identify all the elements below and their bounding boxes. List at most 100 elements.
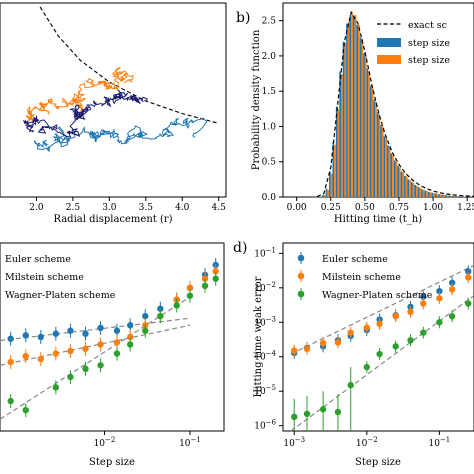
- panel-d: d) 10−3 10−2 10−110−610−510−410−310−210−1 …: [233, 240, 474, 468]
- histogram-bar: [349, 14, 352, 197]
- legend-c-wagner: Wagner-Platen scheme: [5, 290, 116, 301]
- histogram-bar: [397, 165, 399, 197]
- panel-a-xtick-label: 3.0: [102, 203, 117, 213]
- panel-b-ytick-label: 2.0: [262, 52, 277, 62]
- panel-d-label: d): [233, 240, 247, 256]
- histogram-bar: [364, 55, 367, 197]
- histogram-bar: [373, 99, 376, 197]
- data-point: [82, 330, 89, 337]
- histogram-bar: [438, 194, 440, 197]
- panel-c-xtick-label: 10−2: [94, 436, 116, 449]
- histogram-bar: [369, 85, 372, 197]
- data-point: [82, 365, 89, 373]
- histogram-bar: [390, 153, 393, 197]
- histogram-bar: [359, 37, 362, 197]
- data-point: [97, 362, 104, 369]
- data-point: [113, 350, 121, 357]
- panel-b-ylabel: Probability density function: [251, 29, 262, 170]
- data-point: [37, 355, 44, 363]
- data-point: [82, 345, 89, 352]
- histogram-bar: [334, 144, 336, 197]
- data-point: [186, 284, 194, 292]
- legend-exact-label: exact sc: [408, 20, 447, 31]
- histogram-bar: [354, 14, 357, 197]
- panel-b-label: b): [236, 10, 250, 26]
- histogram-bar: [414, 185, 417, 197]
- data-point: [7, 397, 14, 405]
- panel-b-xlabel: Hitting time (t_h): [334, 214, 422, 225]
- legend-d-euler: Euler scheme: [322, 254, 388, 265]
- data-point: [303, 345, 311, 353]
- histogram-bar: [417, 187, 420, 197]
- data-point: [465, 268, 472, 275]
- data-point: [465, 274, 472, 281]
- data-point: [347, 329, 354, 336]
- boundary-curve: [39, 6, 219, 124]
- panel-b-ytick-label: 0.5: [262, 158, 277, 168]
- histogram-bar: [325, 188, 328, 197]
- histogram-bar: [429, 192, 432, 197]
- panel-d-ytick-label: 10−4: [254, 350, 276, 363]
- legend-step-orange-swatch: [377, 55, 401, 64]
- legend-step-blue-label: step size: [408, 38, 450, 49]
- panel-c: 10−2 10−1 Euler scheme Milstein scheme Wa…: [0, 242, 225, 468]
- histogram-bar: [453, 196, 456, 197]
- histogram-bar: [329, 171, 331, 197]
- data-point: [113, 339, 121, 346]
- data-point: [212, 268, 219, 275]
- data-point: [173, 302, 180, 309]
- data-point: [448, 313, 456, 320]
- histogram-bar: [337, 109, 340, 197]
- data-point: [436, 319, 443, 326]
- histogram-bar: [323, 195, 326, 197]
- data-point: [67, 373, 74, 381]
- histogram-bar: [351, 12, 353, 198]
- data-point: [22, 352, 29, 360]
- panel-b-xtick-label: 0.25: [321, 203, 341, 213]
- data-point: [407, 337, 414, 344]
- data-point: [392, 313, 399, 320]
- random-walk-path: [25, 67, 134, 123]
- histogram-bar: [340, 74, 343, 197]
- data-point: [67, 347, 74, 355]
- panel-d-xtick-label: 10−1: [428, 436, 450, 449]
- data-point: [363, 363, 371, 371]
- data-point: [186, 292, 194, 299]
- histogram-bar: [380, 125, 382, 197]
- histogram-bar: [402, 172, 405, 197]
- data-point: [212, 275, 219, 282]
- data-point: [448, 286, 456, 293]
- data-point: [407, 308, 414, 316]
- histogram-bar: [339, 71, 341, 197]
- histogram-bar: [388, 146, 391, 197]
- histogram-bar: [378, 114, 381, 197]
- panel-d-frame: [282, 242, 474, 432]
- data-point: [52, 384, 60, 391]
- histogram-bar: [358, 24, 360, 198]
- histogram-bar: [434, 193, 437, 197]
- random-walk-path: [33, 117, 208, 152]
- data-point: [157, 305, 164, 312]
- legend-d-wagner: Wagner-Platen scheme: [322, 290, 433, 301]
- histogram-bar: [441, 194, 444, 197]
- data-point: [420, 329, 427, 336]
- data-point: [37, 333, 44, 341]
- panel-a-xtick-label: 4.5: [212, 203, 227, 213]
- panel-d-xtick-label: 10−3: [283, 436, 305, 449]
- histogram-bar: [456, 196, 459, 197]
- histogram-bar: [412, 182, 415, 197]
- panel-b: b) 0.00 0.25 0.50 0.75 1.00 1.25 0.0 0.5 1.0 1.5 2…: [236, 2, 474, 225]
- histogram-bar: [455, 196, 457, 197]
- histogram-bar: [398, 167, 401, 197]
- panel-d-ytick-label: 10−3: [254, 315, 276, 328]
- histogram-bar: [392, 154, 394, 197]
- fit-line: [0, 324, 191, 366]
- data-point: [142, 312, 149, 320]
- panel-a-xtick-label: 2.0: [29, 203, 44, 213]
- histogram-bar: [409, 180, 411, 197]
- data-point: [420, 300, 427, 307]
- histogram-bar: [419, 187, 422, 197]
- random-walk-path: [22, 89, 148, 138]
- data-point: [392, 343, 399, 350]
